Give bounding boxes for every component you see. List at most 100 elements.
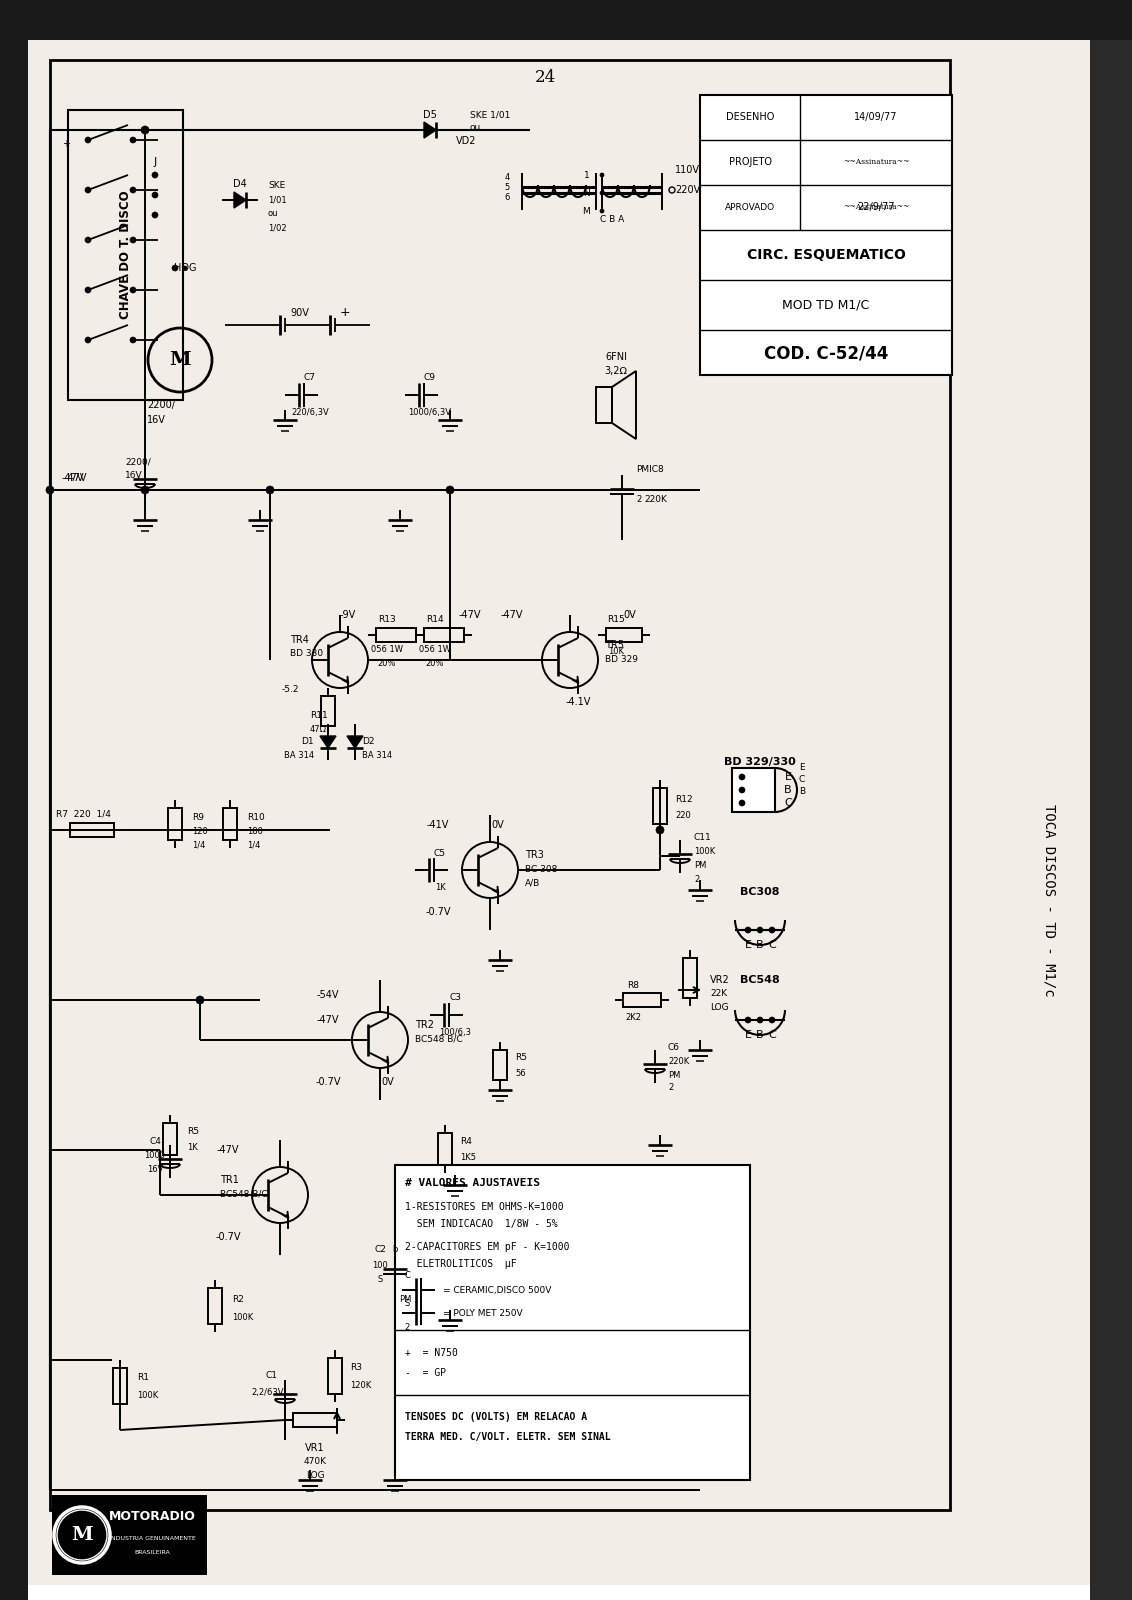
Text: 110V: 110V <box>675 165 700 174</box>
Bar <box>424 627 464 642</box>
Bar <box>494 1050 507 1080</box>
Circle shape <box>85 286 91 293</box>
Text: C: C <box>769 1030 775 1040</box>
Text: BC548 B/C: BC548 B/C <box>220 1189 267 1198</box>
Bar <box>293 1413 337 1427</box>
Text: VR2: VR2 <box>710 974 730 986</box>
Text: 16V: 16V <box>147 1165 163 1174</box>
Text: PM: PM <box>694 861 706 870</box>
Text: PMIC8: PMIC8 <box>636 466 663 475</box>
Text: S: S <box>377 1275 383 1285</box>
Text: -47V: -47V <box>62 474 85 483</box>
Circle shape <box>769 1018 775 1022</box>
Text: R9: R9 <box>192 813 204 821</box>
Text: R2: R2 <box>232 1296 243 1304</box>
Text: 20%: 20% <box>378 659 396 669</box>
Text: LOG: LOG <box>306 1472 324 1480</box>
Text: B: B <box>784 786 791 795</box>
Text: B: B <box>756 939 764 950</box>
Text: 2200/: 2200/ <box>147 400 175 410</box>
Circle shape <box>130 187 136 194</box>
Text: C1: C1 <box>266 1371 278 1381</box>
Circle shape <box>183 266 187 270</box>
Circle shape <box>85 237 91 243</box>
Text: 56: 56 <box>515 1069 525 1077</box>
Text: 22/9/77: 22/9/77 <box>857 202 894 211</box>
Text: M: M <box>71 1526 93 1544</box>
Text: 120K: 120K <box>350 1381 371 1389</box>
Text: BRASILEIRA: BRASILEIRA <box>134 1550 170 1555</box>
Bar <box>0 0 28 1600</box>
Bar <box>321 696 335 726</box>
Text: 0V: 0V <box>491 819 505 830</box>
Circle shape <box>85 187 91 194</box>
Text: D2: D2 <box>362 738 375 747</box>
Text: 1-RESISTORES EM OHMS-K=1000: 1-RESISTORES EM OHMS-K=1000 <box>405 1202 564 1213</box>
Text: = POLY MET 250V: = POLY MET 250V <box>443 1309 523 1317</box>
Text: N: N <box>583 189 590 197</box>
Text: 47Ω: 47Ω <box>310 725 327 734</box>
Text: R3: R3 <box>350 1363 362 1373</box>
Text: S: S <box>404 1299 410 1309</box>
Text: 100/6,3: 100/6,3 <box>439 1027 471 1037</box>
Text: 6FNI: 6FNI <box>604 352 627 362</box>
Text: -47V: -47V <box>458 610 481 619</box>
Text: BD 329: BD 329 <box>604 654 638 664</box>
Text: 16V: 16V <box>147 414 166 426</box>
Text: R7  220  1/4: R7 220 1/4 <box>55 810 111 819</box>
Text: 470K: 470K <box>303 1458 326 1467</box>
Text: +: + <box>340 307 350 320</box>
Text: BD 330: BD 330 <box>290 650 323 659</box>
Text: LOG: LOG <box>710 1003 729 1013</box>
Circle shape <box>152 192 158 198</box>
Bar <box>163 1123 177 1155</box>
Text: 2,2/63V: 2,2/63V <box>251 1387 284 1397</box>
Text: -9V: -9V <box>340 610 357 619</box>
Text: 1K: 1K <box>435 883 445 891</box>
Text: -47V: -47V <box>65 474 87 483</box>
Text: 100: 100 <box>372 1261 388 1269</box>
Text: BA 314: BA 314 <box>284 752 314 760</box>
Circle shape <box>152 211 158 218</box>
Text: -0.7V: -0.7V <box>215 1232 241 1242</box>
Text: SEM INDICACAO  1/8W - 5%: SEM INDICACAO 1/8W - 5% <box>405 1219 558 1229</box>
Text: 1K: 1K <box>187 1144 198 1152</box>
Text: 100K: 100K <box>232 1314 254 1323</box>
Bar <box>438 1133 452 1165</box>
Text: 2: 2 <box>404 1323 410 1331</box>
Text: ~~Assinatura~~: ~~Assinatura~~ <box>842 203 909 211</box>
Text: -54V: -54V <box>317 990 340 1000</box>
Text: 056 1W: 056 1W <box>371 645 403 654</box>
Text: D1: D1 <box>301 738 314 747</box>
Circle shape <box>600 210 604 213</box>
Text: 0V: 0V <box>381 1077 394 1086</box>
Text: 2200/: 2200/ <box>125 458 151 467</box>
Circle shape <box>600 173 604 178</box>
Text: BC 308: BC 308 <box>525 864 557 874</box>
Polygon shape <box>732 768 775 813</box>
Text: E: E <box>745 939 752 950</box>
Text: C7: C7 <box>305 373 316 382</box>
Text: -5.2: -5.2 <box>281 685 299 694</box>
Circle shape <box>266 486 274 494</box>
Text: SKE: SKE <box>268 181 285 189</box>
Bar <box>70 822 114 837</box>
Text: 3,2Ω: 3,2Ω <box>604 366 627 376</box>
Text: 100K: 100K <box>694 848 715 856</box>
Bar <box>223 808 237 840</box>
Text: CIRC. ESQUEMATICO: CIRC. ESQUEMATICO <box>747 248 906 262</box>
Bar <box>208 1288 222 1325</box>
Text: -0.7V: -0.7V <box>426 907 451 917</box>
Text: B: B <box>756 1030 764 1040</box>
Text: 220K: 220K <box>668 1058 689 1067</box>
Text: +: + <box>62 139 70 149</box>
Text: TR3: TR3 <box>525 850 543 861</box>
Text: 2K2: 2K2 <box>625 1013 641 1022</box>
Circle shape <box>172 266 178 270</box>
Text: ou: ou <box>268 210 278 219</box>
Text: E: E <box>784 773 791 782</box>
Text: D5: D5 <box>423 110 437 120</box>
Text: 2-CAPACITORES EM pF - K=1000: 2-CAPACITORES EM pF - K=1000 <box>405 1242 569 1251</box>
Text: TR5: TR5 <box>604 640 624 650</box>
Text: ou: ou <box>470 123 481 133</box>
